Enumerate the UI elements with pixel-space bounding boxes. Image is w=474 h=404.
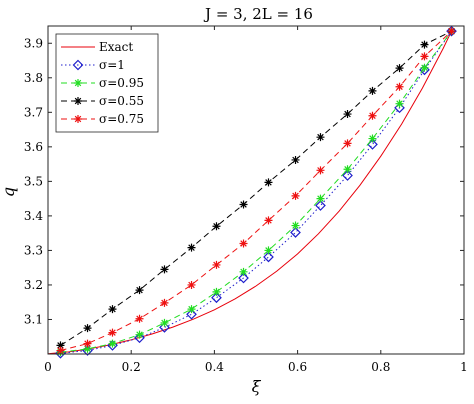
series-line bbox=[60, 30, 452, 353]
data-point bbox=[135, 330, 144, 339]
data-point bbox=[83, 339, 92, 348]
data-point bbox=[316, 133, 325, 142]
y-tick-label: 3.8 bbox=[24, 71, 43, 85]
data-point bbox=[160, 318, 169, 327]
legend-item: σ=1 bbox=[61, 58, 125, 72]
data-point bbox=[187, 243, 196, 252]
data-point bbox=[316, 166, 325, 175]
x-tick-label: 0 bbox=[44, 360, 52, 374]
chart-title: J = 3, 2L = 16 bbox=[203, 5, 313, 23]
data-point bbox=[291, 221, 300, 230]
data-point bbox=[212, 222, 221, 231]
data-point bbox=[420, 40, 429, 49]
data-point bbox=[395, 82, 404, 91]
data-point bbox=[239, 267, 248, 276]
data-point bbox=[395, 64, 404, 73]
x-tick-label: 1 bbox=[460, 360, 468, 374]
y-tick-label: 3.9 bbox=[24, 36, 43, 50]
data-point bbox=[83, 344, 92, 353]
legend-item: σ=0.75 bbox=[61, 112, 144, 126]
y-tick-label: 3.7 bbox=[24, 105, 43, 119]
data-point bbox=[343, 139, 352, 148]
data-point bbox=[135, 314, 144, 323]
legend-marker bbox=[74, 115, 82, 123]
data-point bbox=[211, 292, 222, 304]
data-point bbox=[212, 287, 221, 296]
data-point bbox=[238, 272, 249, 284]
data-point bbox=[212, 260, 221, 269]
data-point bbox=[368, 86, 377, 95]
y-tick-label: 3.6 bbox=[24, 140, 43, 154]
data-point bbox=[368, 134, 377, 143]
axes: 0 0.2 0.4 0.6 0.8 1 3.1 3.2 3.3 3.4 3.5 3.6 3.7 3.8 3.… bbox=[24, 25, 468, 374]
data-point bbox=[264, 246, 273, 255]
y-tick-label: 3.2 bbox=[24, 278, 43, 292]
legend: Exact σ=1 σ=0.95 σ=0.55 σ=0.75 bbox=[55, 33, 159, 133]
legend-label: Exact bbox=[99, 40, 133, 54]
data-point bbox=[108, 305, 117, 314]
y-axis-label: q bbox=[0, 187, 18, 197]
data-point bbox=[135, 286, 144, 295]
series-line bbox=[60, 30, 452, 351]
series-1 bbox=[47, 30, 452, 355]
data-point bbox=[316, 194, 325, 203]
data-point bbox=[264, 178, 273, 187]
data-point bbox=[186, 308, 197, 320]
axes-box bbox=[47, 25, 465, 355]
data-point bbox=[56, 346, 65, 355]
x-tick-label: 0.6 bbox=[288, 360, 307, 374]
y-tick-label: 3.4 bbox=[24, 209, 43, 223]
data-point bbox=[134, 332, 145, 344]
data-point bbox=[315, 200, 326, 211]
data-point bbox=[56, 341, 65, 350]
legend-item: Exact bbox=[61, 40, 133, 54]
data-point bbox=[264, 216, 273, 225]
data-point bbox=[108, 328, 117, 337]
legend-label: σ=0.95 bbox=[99, 76, 144, 90]
data-point bbox=[239, 239, 248, 248]
data-point bbox=[420, 52, 429, 61]
data-point bbox=[239, 200, 248, 209]
data-point bbox=[108, 339, 117, 348]
data-point bbox=[160, 265, 169, 274]
x-tick-label: 0.4 bbox=[205, 360, 224, 374]
y-tick-label: 3.3 bbox=[24, 243, 43, 257]
series-line bbox=[60, 30, 452, 346]
data-point bbox=[291, 191, 300, 200]
data-point bbox=[420, 63, 429, 72]
legend-item: σ=0.95 bbox=[61, 76, 144, 90]
data-point bbox=[343, 110, 352, 119]
data-point bbox=[291, 155, 300, 164]
data-point bbox=[159, 322, 170, 333]
y-tick-label: 3.5 bbox=[24, 174, 43, 188]
data-point bbox=[160, 298, 169, 307]
legend-marker bbox=[74, 97, 82, 105]
data-point bbox=[446, 25, 457, 37]
series-4 bbox=[56, 27, 456, 350]
chart-marks bbox=[47, 25, 457, 359]
x-axis-label: ξ bbox=[252, 377, 262, 396]
legend-label: σ=0.75 bbox=[99, 112, 144, 126]
data-point bbox=[263, 251, 274, 263]
data-point bbox=[83, 324, 92, 333]
data-point bbox=[290, 227, 301, 238]
data-point bbox=[447, 27, 456, 36]
y-tick-label: 3.1 bbox=[24, 312, 43, 326]
x-tick-label: 0.2 bbox=[122, 360, 141, 374]
x-tick-label: 0.8 bbox=[371, 360, 390, 374]
data-point bbox=[187, 280, 196, 289]
legend-label: σ=1 bbox=[99, 58, 125, 72]
series-5 bbox=[56, 27, 456, 355]
series-line bbox=[47, 30, 452, 355]
legend-marker bbox=[74, 79, 82, 87]
data-point bbox=[343, 165, 352, 174]
data-point bbox=[395, 99, 404, 108]
legend-item: σ=0.55 bbox=[61, 94, 144, 108]
data-point bbox=[187, 305, 196, 314]
legend-label: σ=0.55 bbox=[99, 94, 144, 108]
data-point bbox=[342, 170, 353, 181]
legend-marker bbox=[72, 59, 84, 71]
data-point bbox=[368, 111, 377, 120]
